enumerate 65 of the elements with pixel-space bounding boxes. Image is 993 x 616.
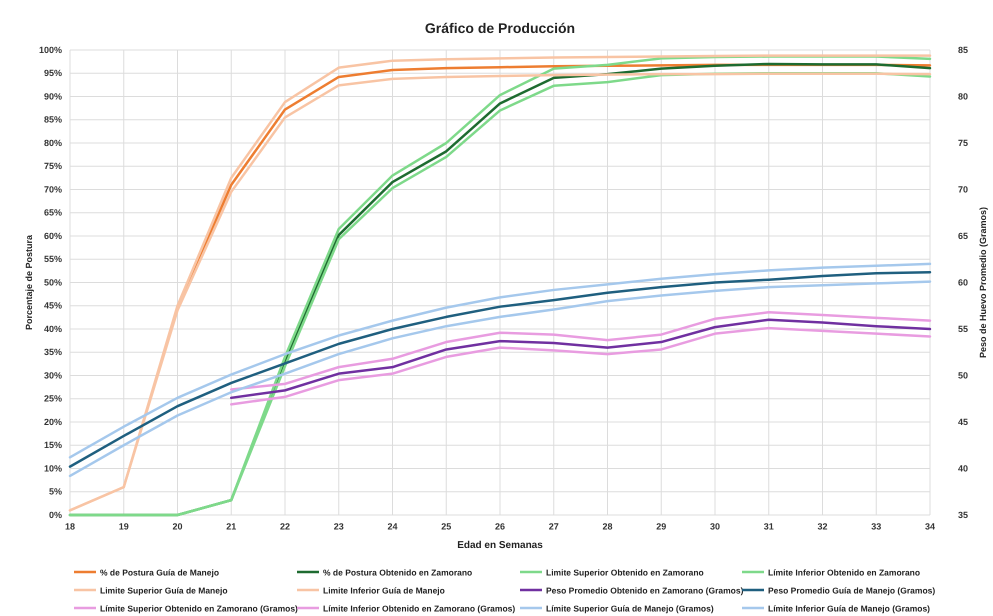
y2-tick-label: 35 [958,510,968,520]
y-tick-label: 30% [44,370,62,380]
x-tick-label: 26 [494,521,506,532]
x-tick-label: 34 [924,521,936,532]
y-tick-label: 80% [44,138,62,148]
x-tick-label: 28 [602,521,613,532]
y2-tick-label: 85 [958,44,968,55]
y2-tick-label: 65 [958,230,968,241]
y-tick-label: 0% [48,510,62,520]
y2-tick-label: 45 [958,416,968,427]
y2-tick-label: 50 [958,370,968,380]
y2-tick-label: 55 [958,324,968,334]
legend-label: Límite Inferior Obtenido en Zamorano [768,568,920,578]
chart-title: Gráfico de Producción [424,20,576,36]
x-tick-label: 19 [118,521,129,532]
legend-label: Limite Superior Guía de Manejo [100,586,228,596]
y-tick-label: 15% [44,440,62,450]
y2-tick-label: 75 [958,138,968,148]
y-tick-label: 20% [44,416,62,427]
x-tick-label: 29 [656,521,666,532]
x-tick-label: 33 [871,521,882,532]
x-axis-title: Edad en Semanas [457,540,544,551]
legend-label: Limite Inferior Guía de Manejo [323,586,445,596]
x-tick-label: 20 [172,521,183,532]
y-tick-label: 35% [44,347,62,358]
x-tick-label: 23 [334,521,344,532]
y2-tick-label: 80 [958,91,968,102]
legend-label: Peso Promedio Obtenido en Zamorano (Gramos) [546,586,744,596]
legend-label: % de Postura Obtenido en Zamorano [323,568,472,578]
y-tick-label: 55% [44,254,62,264]
legend-label: % de Postura Guía de Manejo [100,568,220,578]
x-tick-label: 32 [817,521,828,532]
legend-label: Límite Superior Guía de Manejo (Gramos) [546,604,714,614]
legend-label: Limite Superior Obtenido en Zamorano [546,568,704,578]
y-tick-label: 40% [44,324,62,334]
y2-tick-label: 70 [958,184,968,194]
y-tick-label: 45% [44,300,62,311]
y-tick-label: 5% [48,486,62,497]
y2-tick-label: 40 [958,463,968,474]
y-tick-label: 60% [44,230,62,241]
legend-label: Límite Superior Obtenido en Zamorano (Gramos) [100,604,298,614]
x-tick-label: 25 [441,521,452,532]
y-tick-label: 95% [44,68,62,78]
y-tick-label: 25% [44,394,62,404]
y-tick-label: 75% [44,161,62,172]
x-tick-label: 27 [548,521,559,532]
y-tick-label: 85% [44,114,62,125]
x-tick-label: 21 [226,521,236,532]
x-tick-label: 31 [764,521,774,532]
y-tick-label: 90% [44,91,62,102]
legend-label: Límite Inferior Obtenido en Zamorano (Gramos) [323,604,516,614]
x-tick-label: 24 [387,521,398,532]
x-tick-label: 22 [280,521,290,532]
y2-axis-title: Peso de Huevo Promedio (Gramos) [978,206,988,358]
y2-tick-label: 60 [958,277,968,288]
x-tick-label: 18 [64,521,76,532]
y-tick-label: 70% [44,184,62,194]
legend-label: Peso Promedio Guía de Manejo (Gramos) [768,586,936,596]
y-axis-title: Porcentaje de Postura [24,234,34,330]
legend-label: Límite Inferior Guía de Manejo (Gramos) [768,604,930,614]
x-tick-label: 30 [710,521,720,532]
y-tick-label: 65% [44,208,62,218]
y-tick-label: 10% [44,463,62,474]
y-tick-label: 50% [44,277,62,288]
y-tick-label: 100% [38,44,62,55]
